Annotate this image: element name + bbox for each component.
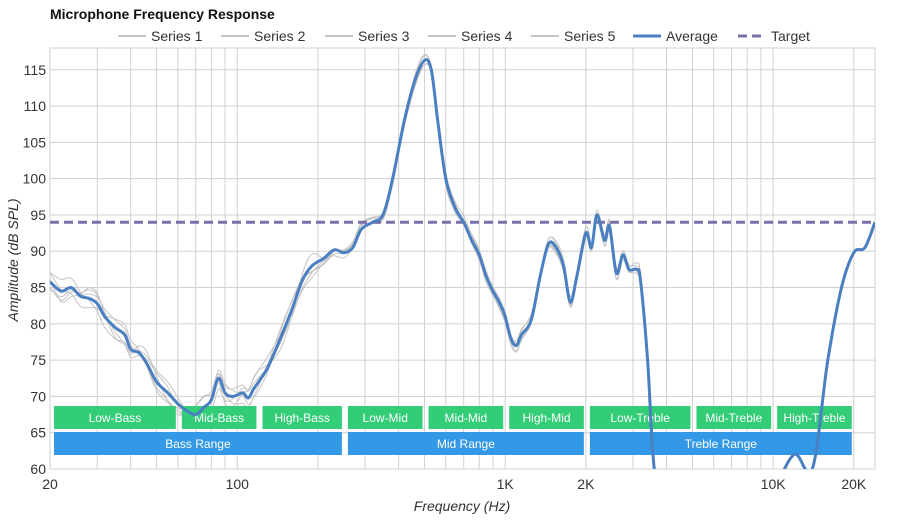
y-tick-label: 75 (30, 352, 46, 368)
y-tick-label: 105 (23, 134, 47, 150)
band-label: High-Bass (275, 411, 330, 425)
band-label: High-Mid (523, 411, 571, 425)
legend-label: Series 3 (358, 28, 410, 44)
legend-item-series-3: Series 3 (325, 28, 410, 44)
average-layer (50, 58, 875, 469)
band-treble-range (589, 432, 852, 455)
legend-label: Series 2 (254, 28, 306, 44)
band-low-mid (347, 406, 423, 429)
x-tick-label: 10K (761, 476, 787, 492)
legend-item-series-4: Series 4 (428, 28, 513, 44)
band-high-bass (262, 406, 342, 429)
band-label: Bass Range (165, 437, 231, 451)
legend-item-series-1: Series 1 (118, 28, 203, 44)
band-label: Mid Range (437, 437, 495, 451)
y-tick-label: 65 (30, 425, 46, 441)
band-label: Mid-Treble (705, 411, 762, 425)
legend-item-series-2: Series 2 (221, 28, 306, 44)
legend-item-series-5: Series 5 (531, 28, 616, 44)
y-tick-label: 60 (30, 461, 46, 477)
x-tick-label: 20K (841, 476, 867, 492)
legend: Series 1 Series 2 Series 3 Series 4 Series 5… (118, 28, 810, 44)
band-label: Treble Range (685, 437, 758, 451)
band-mid-range (347, 432, 584, 455)
band-label: High-Treble (783, 411, 846, 425)
y-tick-label: 85 (30, 280, 46, 296)
y-tick-label: 100 (23, 171, 47, 187)
band-low-bass (54, 406, 176, 429)
x-tick-label: 1K (497, 476, 515, 492)
band-label: Mid-Bass (194, 411, 244, 425)
legend-label: Series 4 (461, 28, 513, 44)
y-tick-label: 115 (24, 62, 47, 78)
legend-item-average: Average (633, 28, 718, 44)
x-tick-label: 100 (226, 476, 250, 492)
band-label: Low-Mid (363, 411, 408, 425)
axis-ticks: 60 65 70 75 80 85 90 95 100 105 110 115 20 100 1K 2K 10K… (23, 62, 867, 492)
legend-label: Target (771, 28, 810, 44)
band-low-treble (589, 406, 691, 429)
band-high-mid (509, 406, 584, 429)
band-label: Mid-Mid (445, 411, 488, 425)
x-axis-label: Frequency (Hz) (414, 498, 510, 514)
frequency-bands: Low-Bass Mid-Bass High-Bass Low-Mid Mid-Mid H… (54, 406, 852, 455)
y-tick-label: 90 (30, 243, 46, 259)
legend-label: Series 1 (151, 28, 203, 44)
plot-frame (49, 47, 876, 470)
legend-item-target: Target (738, 28, 810, 44)
y-tick-label: 95 (30, 207, 46, 223)
band-high-treble (777, 406, 852, 429)
legend-label: Series 5 (564, 28, 616, 44)
band-label: Low-Bass (89, 411, 142, 425)
y-tick-label: 70 (30, 388, 46, 404)
band-mid-mid (428, 406, 504, 429)
band-bass-range (54, 432, 342, 455)
x-tick-label: 2K (577, 476, 595, 492)
y-axis-label: Amplitude (dB SPL) (5, 199, 21, 323)
band-label: Low-Treble (610, 411, 670, 425)
x-tick-label: 20 (42, 476, 58, 492)
y-tick-label: 110 (24, 98, 47, 114)
chart-title: Microphone Frequency Response (50, 6, 275, 22)
band-mid-treble (696, 406, 772, 429)
legend-label: Average (666, 28, 718, 44)
y-tick-label: 80 (30, 316, 46, 332)
average-line (50, 58, 875, 469)
grid (49, 47, 876, 470)
